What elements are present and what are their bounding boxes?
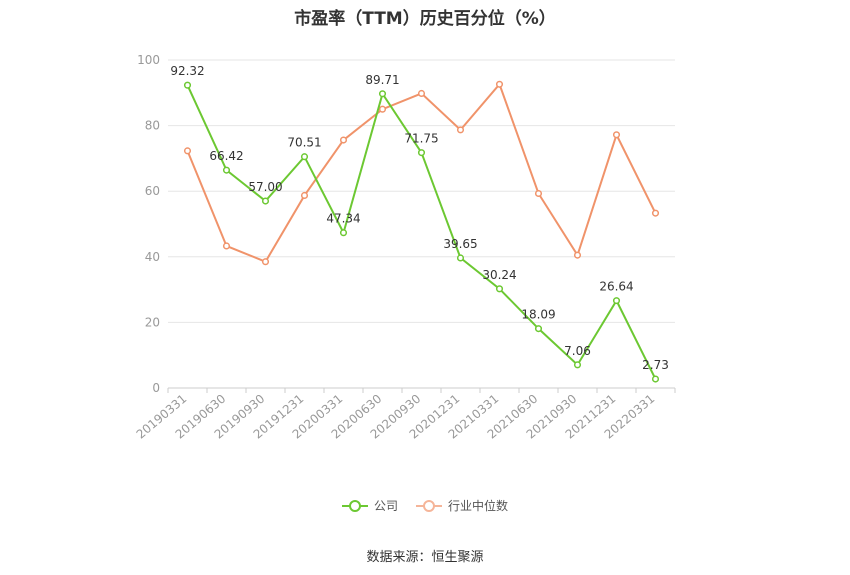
y-tick-label: 60 [145, 184, 160, 198]
data-point[interactable] [573, 361, 582, 369]
data-point[interactable] [456, 126, 465, 134]
y-tick-label: 80 [145, 119, 160, 133]
data-point[interactable] [495, 80, 504, 88]
data-point[interactable] [417, 89, 426, 98]
data-point[interactable] [612, 297, 621, 305]
data-source: 数据来源：恒生聚源 [366, 550, 484, 565]
data-point[interactable] [222, 166, 231, 174]
data-label: 7.06 [564, 344, 591, 358]
data-label: 66.42 [209, 149, 243, 163]
data-point[interactable] [300, 191, 309, 200]
data-point[interactable] [378, 105, 387, 113]
legend-swatch-company [341, 499, 368, 513]
data-label: 70.51 [287, 136, 321, 150]
y-tick-label: 100 [137, 53, 160, 67]
data-label: 57.00 [248, 180, 282, 194]
y-tick-label: 0 [152, 381, 160, 395]
y-tick-label: 20 [145, 315, 160, 329]
grid-lines [168, 59, 675, 323]
y-tick-label: 40 [145, 250, 160, 264]
data-point[interactable] [378, 90, 387, 98]
legend-label-industry-median: 行业中位数 [448, 499, 509, 513]
data-label: 26.64 [599, 280, 633, 294]
data-point[interactable] [651, 209, 660, 217]
data-point[interactable] [495, 285, 504, 293]
data-point[interactable] [651, 375, 660, 383]
data-point[interactable] [456, 254, 465, 262]
data-label: 2.73 [642, 358, 669, 372]
data-labels: 92.32 66.42 57.00 70.51 47.34 89.71 71.75 39.65… [170, 64, 669, 372]
legend: 公司 行业中位数 [0, 497, 850, 514]
data-point[interactable] [339, 136, 348, 144]
legend-item-company[interactable]: 公司 [341, 497, 398, 514]
data-label: 39.65 [443, 237, 477, 251]
chart-title: 市盈率（TTM）历史百分位（%） [294, 9, 556, 29]
data-label: 47.34 [326, 212, 360, 226]
legend-swatch-industry-median [416, 499, 442, 513]
data-point[interactable] [183, 147, 192, 155]
data-point[interactable] [261, 258, 270, 266]
data-point[interactable] [534, 189, 543, 198]
data-label: 30.24 [482, 268, 516, 282]
data-point[interactable] [534, 325, 543, 333]
data-point[interactable] [300, 153, 309, 161]
data-point[interactable] [417, 149, 426, 157]
data-label: 71.75 [404, 132, 438, 146]
legend-label-company: 公司 [373, 499, 398, 513]
data-label: 89.71 [365, 73, 399, 87]
data-point[interactable] [183, 81, 192, 89]
series-line-1 [186, 82, 657, 263]
legend-item-industry-median[interactable]: 行业中位数 [416, 497, 508, 514]
data-point[interactable] [261, 197, 270, 205]
x-axis: 2019033120190630201909302019123120200331… [134, 387, 676, 442]
data-label: 92.32 [170, 64, 204, 78]
y-axis: 0 20 40 60 80 100 [137, 53, 160, 395]
data-point[interactable] [222, 242, 231, 250]
data-point[interactable] [612, 131, 621, 139]
data-label: 18.09 [521, 308, 555, 322]
series-group [183, 80, 660, 383]
data-point[interactable] [573, 251, 582, 259]
data-point[interactable] [339, 229, 348, 237]
